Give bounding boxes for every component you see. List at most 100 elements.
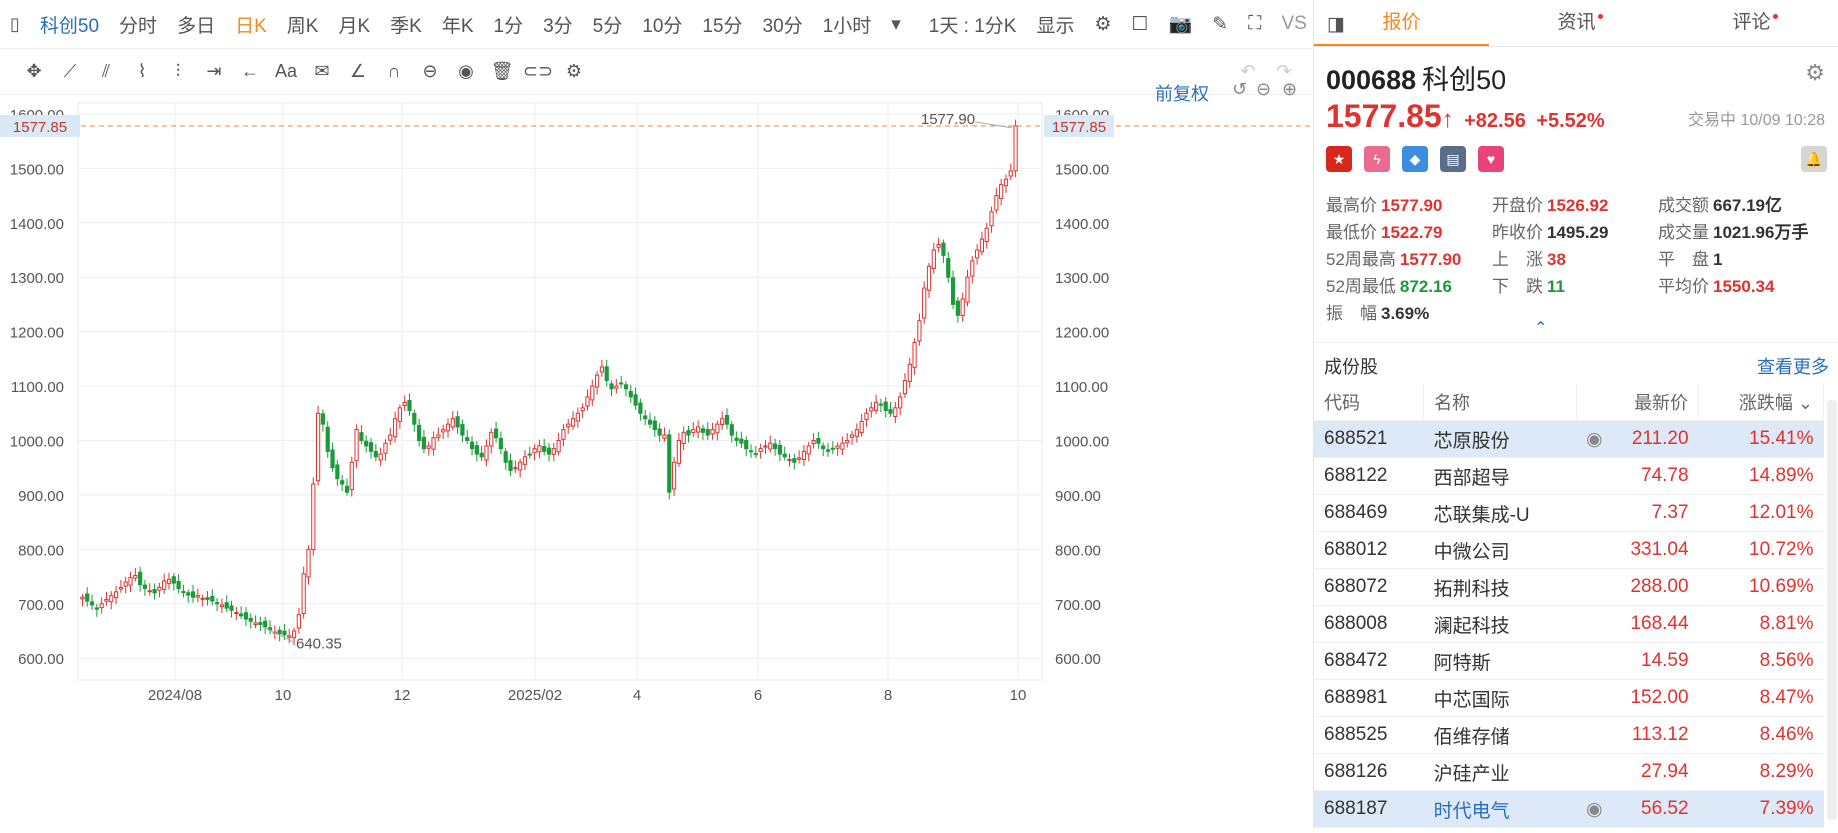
components-table: 代码 名称 最新价 涨跌幅 ⌄ 688521 芯原股份 ◉ 211.20 15.41% 6881…: [1314, 384, 1824, 828]
candle-body: [546, 447, 552, 455]
plot-frame: [77, 102, 1043, 681]
stock-change-pct: 8.29%: [1698, 753, 1824, 791]
gear-icon[interactable]: ⚙: [1805, 60, 1825, 85]
channel-tool-icon[interactable]: ⫽: [101, 60, 111, 81]
collapse-icon[interactable]: ⌃: [1534, 320, 1548, 337]
flash-icon[interactable]: ϟ: [1364, 146, 1390, 172]
table-row[interactable]: 688012 中微公司 331.04 10.72%: [1314, 531, 1824, 569]
candle-body: [748, 450, 754, 453]
x-tick: 2024/08: [148, 687, 202, 704]
heart-icon[interactable]: ♥: [1478, 146, 1504, 172]
camera-icon[interactable]: 📷: [1168, 14, 1193, 35]
tab-2[interactable]: 评论: [1664, 0, 1838, 46]
period-tab[interactable]: 年K: [441, 15, 474, 37]
table-row[interactable]: 688981 中芯国际 152.00 8.47%: [1314, 679, 1824, 717]
text-tool-icon[interactable]: Aa: [274, 60, 298, 81]
wave-tool-icon[interactable]: ⌇: [137, 60, 147, 81]
display-dropdown[interactable]: 显示: [1036, 15, 1075, 37]
period-tab[interactable]: 1小时: [822, 15, 872, 37]
trash-icon[interactable]: 🗑: [490, 60, 514, 81]
period-tab[interactable]: 15分: [702, 15, 743, 37]
note-icon[interactable]: ✉: [314, 60, 330, 81]
stock-name: 拓荆科技: [1423, 568, 1577, 606]
adjust-label[interactable]: 前复权: [1155, 84, 1209, 104]
table-row[interactable]: 688525 佰维存储 113.12 8.46%: [1314, 716, 1824, 754]
candle-body: [359, 432, 364, 441]
eye-icon[interactable]: ◉: [1586, 428, 1603, 450]
y-tick-right: 1400.00: [1055, 216, 1109, 233]
stats-row: 52周最低 872.16 下 跌 11 平均价 1550.34: [1326, 271, 1826, 298]
table-row[interactable]: 688472 阿特斯 14.59 8.56%: [1314, 642, 1824, 680]
bell-icon[interactable]: 🔔: [1801, 146, 1827, 172]
stock-name: 西部超导: [1423, 457, 1577, 495]
period-tab[interactable]: 月K: [338, 15, 371, 37]
candle-body: [431, 437, 436, 450]
table-row[interactable]: 688187 时代电气 ◉ 56.52 7.39%: [1314, 790, 1824, 828]
range-select[interactable]: 1天 : 1分K: [928, 15, 1017, 37]
period-tab[interactable]: 30分: [762, 15, 803, 37]
reset-icon[interactable]: ↺: [1232, 79, 1248, 99]
kline-svg[interactable]: 1600.001600.001500.001500.001400.001400.…: [0, 95, 1312, 828]
table-row[interactable]: 688126 沪硅产业 27.94 8.29%: [1314, 753, 1824, 791]
period-tab[interactable]: 3分: [543, 15, 573, 37]
arrow-tool-icon[interactable]: ←: [241, 60, 259, 81]
tag-icon[interactable]: ◆: [1402, 146, 1428, 172]
pen-icon[interactable]: ✎: [1212, 13, 1229, 35]
scrollbar[interactable]: [1827, 400, 1837, 820]
zoom-out-icon[interactable]: ⊖: [1256, 79, 1272, 99]
period-tab[interactable]: 日K: [235, 15, 267, 37]
period-tab[interactable]: 10分: [642, 15, 683, 37]
hour-dropdown-icon[interactable]: ▾: [891, 13, 901, 35]
fullscreen-icon[interactable]: ⛶: [1248, 13, 1262, 34]
toggle-icon[interactable]: ⊂⊃: [522, 60, 554, 81]
table-row[interactable]: 688122 西部超导 74.78 14.89%: [1314, 457, 1824, 495]
redo-icon[interactable]: ↷: [1276, 60, 1292, 81]
zoom-in-icon[interactable]: ⊕: [1282, 79, 1298, 99]
stat-value: 11: [1547, 277, 1565, 296]
kline-chart[interactable]: 1600.001600.001500.001500.001400.001400.…: [0, 79, 1312, 828]
table-row[interactable]: 688008 澜起科技 168.44 8.81%: [1314, 605, 1824, 643]
period-tab[interactable]: 季K: [390, 15, 422, 37]
period-tab[interactable]: 多日: [177, 15, 216, 37]
square-icon[interactable]: ☐: [1131, 13, 1149, 35]
eye-icon[interactable]: ◉: [458, 60, 474, 81]
view-more-link[interactable]: 查看更多: [1757, 357, 1829, 377]
measure-tool-icon[interactable]: ⇥: [206, 60, 222, 81]
angle-icon[interactable]: ∠: [349, 60, 367, 81]
candle-body: [941, 242, 946, 256]
compare-button[interactable]: VS: [1281, 13, 1307, 34]
stock-code: 688012: [1314, 531, 1424, 569]
notification-dot: [1772, 14, 1778, 19]
column-header[interactable]: 涨跌幅 ⌄: [1698, 384, 1824, 421]
undo-icon[interactable]: ↶: [1240, 60, 1256, 81]
tab-1[interactable]: 资讯: [1489, 0, 1664, 46]
layout-icon[interactable]: ▯: [10, 13, 20, 34]
tab-0[interactable]: 报价: [1314, 0, 1489, 46]
candle-body: [893, 407, 898, 418]
table-row[interactable]: 688521 芯原股份 ◉ 211.20 15.41%: [1314, 420, 1824, 458]
eye-icon[interactable]: ◉: [1586, 798, 1603, 820]
candle-body: [469, 441, 475, 450]
sidebar-toggle-icon[interactable]: ◨: [1326, 13, 1345, 35]
period-tab[interactable]: 周K: [286, 15, 319, 37]
magnet-icon[interactable]: ∩: [387, 60, 401, 81]
gear-icon[interactable]: ⚙: [1094, 13, 1112, 35]
settings-icon[interactable]: ⚙: [565, 60, 583, 81]
stat-cell: 成交量 1021.96万手: [1658, 218, 1824, 243]
table-row[interactable]: 688469 芯联集成-U 7.37 12.01%: [1314, 494, 1824, 532]
y-tick-right: 600.00: [1055, 651, 1101, 668]
table-row[interactable]: 688072 拓荆科技 288.00 10.69%: [1314, 568, 1824, 606]
stock-change-pct: 10.72%: [1698, 531, 1824, 569]
period-tab[interactable]: 分时: [119, 15, 158, 37]
candle-body: [931, 249, 936, 269]
lock-icon[interactable]: ⊖: [422, 60, 438, 81]
line-tool-icon[interactable]: ⟋: [63, 60, 77, 81]
price-tag-left: 1577.85: [13, 119, 67, 136]
period-tab[interactable]: 1分: [493, 15, 524, 37]
period-tab[interactable]: 5分: [592, 15, 623, 37]
fib-tool-icon[interactable]: ⫶: [175, 60, 181, 81]
candle-body: [1013, 125, 1018, 172]
doc-icon[interactable]: ▤: [1440, 146, 1466, 172]
move-icon[interactable]: ✥: [26, 60, 42, 81]
index-title[interactable]: 科创50: [39, 15, 100, 37]
